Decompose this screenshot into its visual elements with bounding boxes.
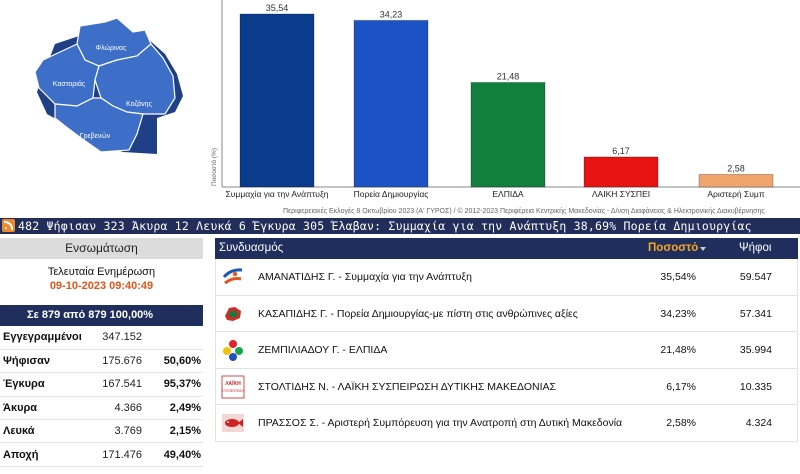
party-logo-swoosh-icon — [221, 265, 245, 289]
stats-label: Λευκά — [0, 419, 95, 444]
stats-label: Ψήφισαν — [0, 349, 95, 374]
chart-category-label-4: Αριστερή Συμπ — [707, 189, 765, 199]
result-votes: 35.994 — [739, 344, 772, 356]
stats-value: 4.366 — [95, 396, 147, 421]
chart-value-label-1: 34,23 — [380, 9, 403, 19]
stats-label: Έγκυρα — [0, 372, 95, 397]
results-bar-chart: Ποσοστό (%) 35,54 Συμμαχία για την Ανάπτυ… — [210, 0, 800, 199]
result-votes: 59.547 — [739, 271, 772, 283]
result-row[interactable]: ΛΑΪΚΗ ΣΥΣΠΕΙΡΩΣΗ ΣΤΟΛΤΙΔΗΣ Ν. - ΛΑΪΚΗ ΣΥΣΠ… — [215, 368, 798, 405]
map-label-kozani: Κοζάνης — [126, 100, 153, 108]
chart-y-axis-label: Ποσοστό (%) — [210, 148, 218, 186]
result-percentage: 35,54% — [660, 271, 696, 283]
chart-category-label-1: Πορεία Δημιουργίας — [354, 189, 429, 199]
stats-row: Ψήφισαν 175.676 50,60% — [0, 349, 203, 374]
column-header-votes[interactable]: Ψήφοι — [739, 242, 772, 254]
stats-value: 347.152 — [95, 326, 147, 350]
stats-label: Εγγεγραμμένοι — [0, 326, 95, 350]
column-header-percentage[interactable]: Ποσοστό — [648, 242, 699, 254]
chart-value-label-0: 35,54 — [266, 3, 289, 13]
party-logo-flower-icon — [221, 338, 245, 362]
stats-row: Αποχή 171.476 49,40% — [0, 442, 203, 467]
map-label-florina: Φλώρινας — [96, 44, 128, 52]
map-label-kastoria: Καστοριάς — [53, 80, 86, 88]
column-header-coalition[interactable]: Συνδυασμός — [219, 242, 284, 254]
result-row[interactable]: ΠΡΑΣΣΟΣ Σ. - Αριστερή Συμπόρευση για την… — [215, 405, 798, 442]
result-percentage: 21,48% — [660, 344, 696, 356]
result-row[interactable]: ΑΜΑΝΑΤΙΔΗΣ Γ. - Συμμαχία για την Ανάπτυξ… — [215, 259, 798, 296]
logo-text-line-2: ΣΥΣΠΕΙΡΩΣΗ — [222, 389, 245, 393]
result-votes: 4.324 — [745, 417, 772, 429]
chart-bar-2[interactable] — [470, 81, 546, 188]
stats-percent: 50,60% — [147, 349, 203, 374]
party-logo-fish-icon — [221, 411, 245, 435]
ticker-text: 482 Ψήφισαν 323 Άκυρα 12 Λευκά 6 Έγκυρα … — [18, 219, 752, 233]
results-header: Συνδυασμός Ποσοστό Ψήφοι — [215, 238, 798, 259]
chart-value-label-2: 21,48 — [497, 71, 520, 81]
stats-percent — [147, 326, 203, 350]
stats-row: Άκυρα 4.366 2,49% — [0, 396, 203, 421]
result-coalition-name[interactable]: ΠΡΑΣΣΟΣ Σ. - Αριστερή Συμπόρευση για την… — [258, 417, 623, 429]
result-coalition-name[interactable]: ΚΑΣΑΠΙΔΗΣ Γ. - Πορεία Δημιουργίας-με πίσ… — [258, 307, 578, 320]
last-update-time: 09-10-2023 09:40:49 — [49, 280, 154, 292]
stats-percent: 2,49% — [147, 396, 203, 421]
result-percentage: 34,23% — [660, 307, 696, 320]
news-ticker: 482 Ψήφισαν 323 Άκυρα 12 Λευκά 6 Έγκυρα … — [0, 218, 800, 234]
result-percentage: 2,58% — [666, 417, 696, 429]
chart-value-label-4: 2,58 — [727, 163, 745, 173]
chart-footer-note: Περιφερειακές Εκλογές 8 Οκτωβρίου 2023 (… — [283, 208, 765, 215]
result-percentage: 6,17% — [666, 380, 696, 393]
stats-row: Εγγεγραμμένοι 347.152 — [0, 326, 203, 350]
result-votes: 57.341 — [739, 307, 772, 320]
result-row[interactable]: ΖΕΜΠΙΛΙΑΔΟΥ Γ. - ΕΛΠΙΔΑ 21,48% 35.994 — [215, 332, 798, 369]
region-map: Φλώρινας Καστοριάς Κοζάνης Γρεβενών — [34, 17, 183, 154]
result-coalition-name[interactable]: ΣΤΟΛΤΙΔΗΣ Ν. - ΛΑΪΚΗ ΣΥΣΠΕΙΡΩΣΗ ΔΥΤΙΚΗΣ … — [258, 380, 556, 393]
party-logo-region-icon — [221, 302, 245, 326]
result-coalition-name[interactable]: ΑΜΑΝΑΤΙΔΗΣ Γ. - Συμμαχία για την Ανάπτυξ… — [258, 271, 472, 283]
result-coalition-name[interactable]: ΖΕΜΠΙΛΙΑΔΟΥ Γ. - ΕΛΠΙΔΑ — [258, 344, 388, 356]
stats-label: Άκυρα — [0, 396, 95, 421]
last-update-box: Τελευταία Ενημέρωση 09-10-2023 09:40:49 — [0, 259, 203, 301]
stats-value: 171.476 — [95, 442, 147, 467]
stats-percent: 95,37% — [147, 372, 203, 397]
chart-value-label-3: 6,17 — [612, 146, 630, 156]
stats-value: 167.541 — [95, 372, 147, 397]
result-row[interactable]: ΚΑΣΑΠΙΔΗΣ Γ. - Πορεία Δημιουργίας-με πίσ… — [215, 295, 798, 332]
precinct-count-bar: Σε 879 από 879 100,00% — [0, 305, 203, 326]
stats-percent: 49,40% — [147, 442, 203, 467]
party-logo-laiki-icon: ΛΑΪΚΗ ΣΥΣΠΕΙΡΩΣΗ — [221, 375, 245, 399]
turnout-stats-table: Εγγεγραμμένοι 347.152 Ψήφισαν 175.676 50,60%… — [0, 326, 203, 467]
map-region-grevena[interactable] — [54, 97, 144, 153]
results-table: Συνδυασμός Ποσοστό Ψήφοι ΑΜΑΝΑΤΙΔΗΣ Γ. -… — [215, 238, 798, 442]
chart-bar-3[interactable] — [583, 156, 659, 188]
stats-value: 175.676 — [95, 349, 147, 374]
sort-desc-icon[interactable] — [700, 247, 706, 251]
last-update-title: Τελευταία Ενημέρωση — [47, 266, 156, 278]
chart-bar-1[interactable] — [353, 19, 429, 188]
map-label-grevena: Γρεβενών — [80, 132, 111, 140]
integration-header: Ενσωμάτωση — [0, 238, 203, 259]
chart-bar-4[interactable] — [698, 173, 774, 188]
logo-text-line-1: ΛΑΪΚΗ — [225, 380, 241, 387]
stats-value: 3.769 — [95, 419, 147, 444]
stats-row: Έγκυρα 167.541 95,37% — [0, 372, 203, 397]
stats-label: Αποχή — [0, 442, 95, 467]
chart-bar-0[interactable] — [239, 13, 315, 188]
stats-percent: 2,15% — [147, 419, 203, 444]
chart-category-label-2: ΕΛΠΙΔΑ — [492, 189, 524, 199]
rss-icon[interactable] — [2, 219, 15, 232]
result-votes: 10.335 — [739, 380, 772, 393]
stats-row: Λευκά 3.769 2,15% — [0, 419, 203, 444]
chart-category-label-0: Συμμαχία για την Ανάπτυξη — [226, 189, 329, 199]
chart-category-label-3: ΛΑΙΚΗ ΣΥΣΠΕΙ — [592, 189, 650, 199]
integration-panel: Ενσωμάτωση Τελευταία Ενημέρωση 09-10-202… — [0, 238, 203, 467]
